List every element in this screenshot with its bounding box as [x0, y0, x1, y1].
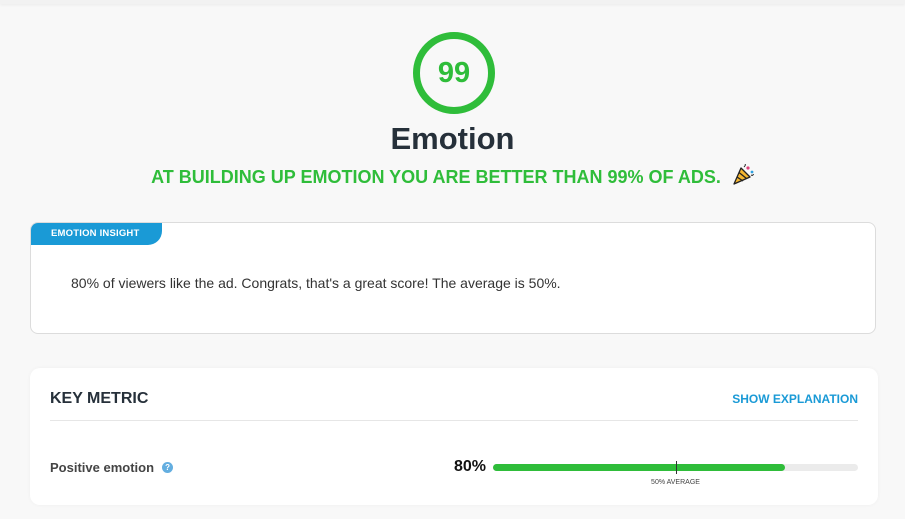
metric-label: Positive emotion ?	[50, 460, 174, 475]
average-marker-label: 50% AVERAGE	[651, 479, 700, 486]
score-ring: 99	[413, 32, 495, 114]
insight-card: EMOTION INSIGHT 80% of viewers like the …	[30, 222, 876, 334]
page-subtitle: AT BUILDING UP EMOTION YOU ARE BETTER TH…	[0, 164, 905, 189]
top-bar	[0, 0, 905, 4]
metric-label-text: Positive emotion	[50, 460, 155, 475]
key-metric-card: KEY METRIC SHOW EXPLANATION Positive emo…	[30, 368, 878, 505]
metric-value: 80%	[454, 458, 487, 475]
divider	[50, 420, 858, 421]
help-icon[interactable]: ?	[162, 462, 174, 473]
metric-bar-fill	[493, 464, 785, 471]
show-explanation-link[interactable]: SHOW EXPLANATION	[732, 392, 858, 406]
metric-bar-track: 50% AVERAGE	[493, 461, 858, 486]
score-value: 99	[437, 56, 471, 89]
party-popper-icon	[733, 164, 754, 185]
average-marker	[675, 461, 677, 474]
page-title: Emotion	[390, 121, 515, 156]
key-metric-title: KEY METRIC	[50, 390, 149, 407]
insight-text: 80% of viewers like the ad. Congrats, th…	[71, 275, 561, 291]
insight-tag: EMOTION INSIGHT	[31, 223, 162, 245]
subtitle-text: AT BUILDING UP EMOTION YOU ARE BETTER TH…	[151, 167, 721, 187]
